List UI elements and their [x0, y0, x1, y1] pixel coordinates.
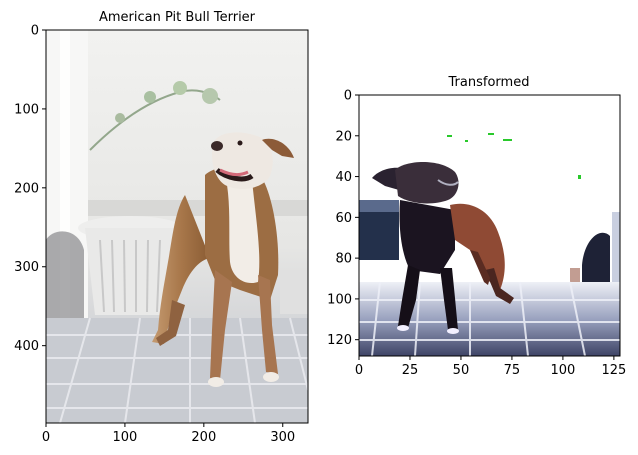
right-y-tick-label: 60 [335, 211, 352, 226]
right-axes-frame [358, 94, 621, 357]
left-y-tick-label: 200 [14, 181, 39, 196]
right-y-tick-label: 100 [327, 292, 352, 307]
left-image [46, 30, 308, 423]
right-y-tick-label: 0 [344, 89, 352, 104]
left-x-tick-label: 100 [113, 430, 138, 445]
right-x-axis: 0 25 50 75 100 125 [355, 356, 626, 378]
left-y-tick-label: 300 [14, 260, 39, 275]
right-image [359, 95, 620, 356]
left-x-axis: 0 100 200 300 [42, 423, 295, 445]
left-y-axis: 0 100 200 300 400 [14, 24, 46, 354]
right-y-axis: 0 20 40 60 80 100 120 [327, 89, 359, 348]
left-subplot: American Pit Bull Terrier [14, 10, 309, 445]
right-x-tick-label: 75 [504, 363, 521, 378]
right-subplot-title: Transformed [448, 75, 530, 90]
left-y-tick-label: 400 [14, 339, 39, 354]
left-subplot-title: American Pit Bull Terrier [99, 10, 256, 25]
right-y-tick-label: 80 [335, 252, 352, 267]
left-x-tick-label: 200 [191, 430, 216, 445]
right-x-tick-label: 100 [550, 363, 575, 378]
right-y-tick-label: 120 [327, 333, 352, 348]
right-subplot: Transformed [327, 75, 626, 378]
dog-left [152, 132, 294, 387]
left-y-tick-label: 0 [31, 24, 39, 39]
right-x-tick-label: 50 [453, 363, 470, 378]
dog-right [372, 162, 514, 334]
right-x-tick-label: 125 [601, 363, 626, 378]
right-y-tick-label: 20 [335, 129, 352, 144]
right-x-tick-label: 0 [355, 363, 363, 378]
left-x-tick-label: 0 [42, 430, 50, 445]
left-x-tick-label: 300 [270, 430, 295, 445]
left-y-tick-label: 100 [14, 102, 39, 117]
right-x-tick-label: 25 [402, 363, 419, 378]
left-axes-frame [45, 29, 309, 424]
right-y-tick-label: 40 [335, 170, 352, 185]
